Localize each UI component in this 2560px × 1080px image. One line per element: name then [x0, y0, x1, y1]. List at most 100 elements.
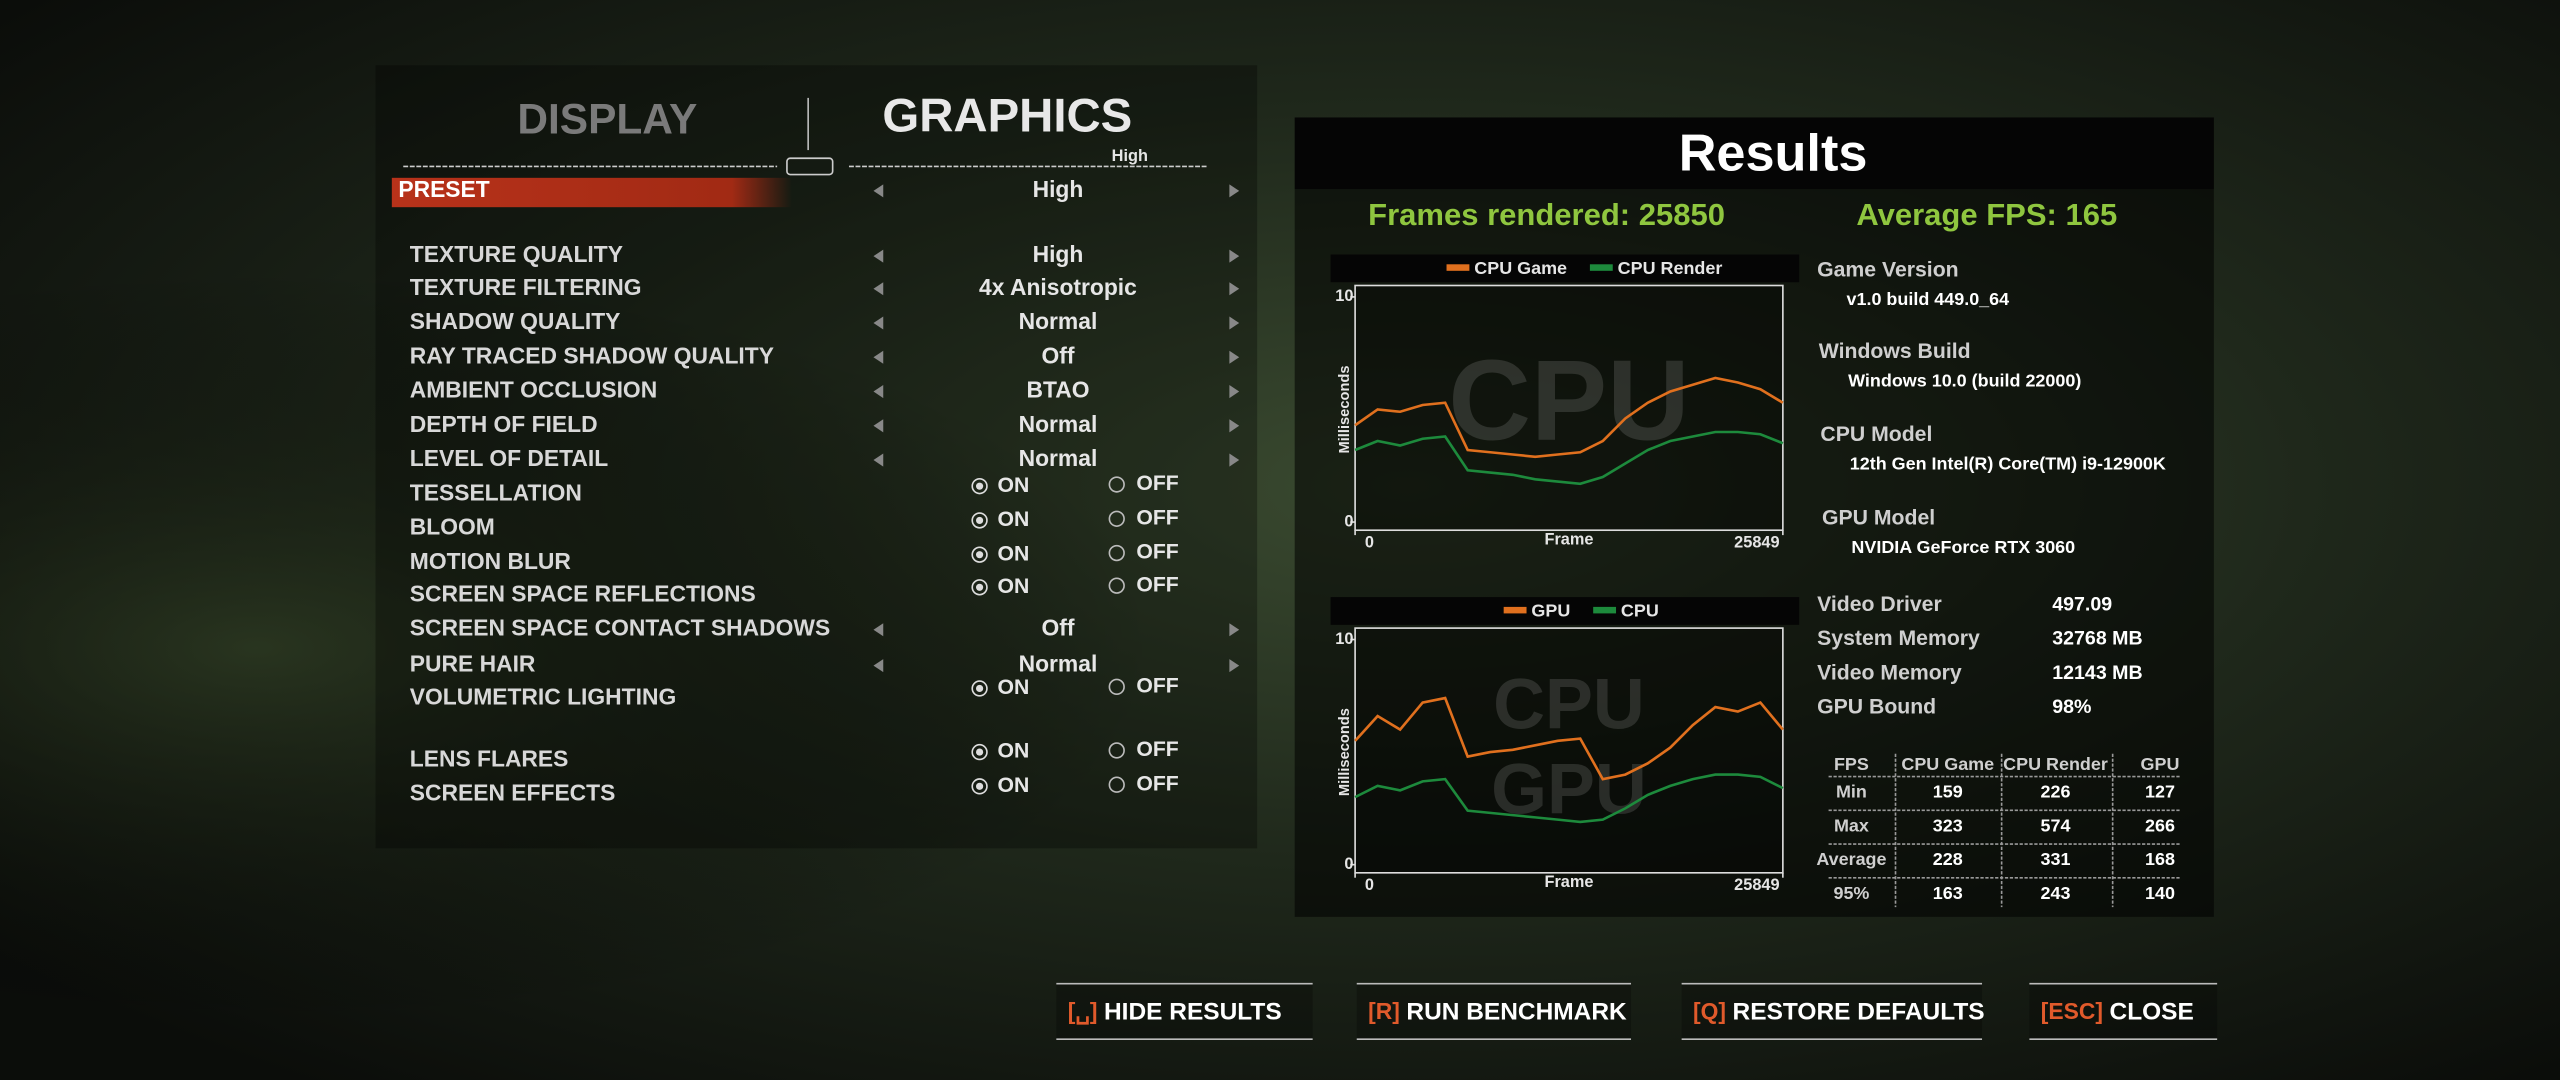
setting-value: 4x Anisotropic	[979, 274, 1137, 300]
radio-on[interactable]	[971, 680, 988, 697]
setting-value: High	[1033, 241, 1084, 267]
setting-value: Normal	[1019, 308, 1098, 334]
arrow-left[interactable]	[873, 249, 884, 263]
series-line	[1354, 696, 1784, 781]
setting-value: Normal	[1019, 411, 1098, 437]
table-cell: Min	[1836, 782, 1867, 802]
radio-on[interactable]	[971, 478, 988, 495]
tab-display[interactable]: DISPLAY	[517, 96, 697, 143]
arrow-right[interactable]	[1229, 659, 1240, 673]
radio-on[interactable]	[971, 743, 988, 761]
arrow-left[interactable]	[873, 659, 884, 673]
chart-watermark: GPU	[1491, 749, 1647, 829]
tab-graphics[interactable]: GRAPHICS	[882, 90, 1132, 143]
button[interactable]	[1056, 983, 1313, 1040]
radio-off[interactable]	[1108, 577, 1125, 594]
stat-value: 32768 MB	[2052, 628, 2142, 650]
arrow-right[interactable]	[1229, 316, 1240, 330]
series-line	[1354, 430, 1784, 486]
radio-off-label: OFF	[1136, 674, 1178, 697]
radio-off[interactable]	[1108, 678, 1125, 695]
setting-value: Off	[1041, 615, 1074, 641]
radio-off[interactable]	[1108, 510, 1125, 527]
radio-on-dot	[976, 583, 984, 591]
x-tick-label: 25849	[1734, 876, 1779, 894]
radio-off[interactable]	[1108, 544, 1125, 562]
setting-label: TEXTURE FILTERING	[410, 274, 642, 300]
arrow-left[interactable]	[873, 453, 884, 467]
setting-label: TESSELLATION	[410, 479, 582, 505]
arrow-right[interactable]	[1229, 249, 1240, 263]
y-tick-label: 0	[1344, 855, 1353, 873]
chart-watermark: CPU	[1493, 665, 1645, 745]
legend-swatch	[1503, 606, 1527, 614]
radio-on-dot	[976, 516, 984, 525]
stat-value: 497.09	[2052, 593, 2112, 615]
radio-on[interactable]	[971, 512, 988, 529]
table-cell: 243	[2041, 883, 2071, 903]
setting-value: Normal	[1019, 445, 1098, 471]
table-cell: 127	[2145, 782, 2175, 802]
results-header	[1294, 117, 2214, 190]
button-label: HIDE RESULTS	[1104, 999, 1282, 1026]
radio-on-dot	[976, 782, 984, 790]
radio-off-label: OFF	[1136, 472, 1178, 495]
button[interactable]	[1681, 983, 1983, 1040]
table-cell: 140	[2145, 883, 2175, 903]
radio-off[interactable]	[1108, 776, 1125, 793]
legend-swatch	[1593, 606, 1617, 614]
x-tick-label: 25849	[1734, 534, 1779, 552]
radio-off-label: OFF	[1136, 506, 1178, 529]
setting-label: SHADOW QUALITY	[410, 308, 621, 334]
arrow-left[interactable]	[873, 282, 884, 296]
arrow-left[interactable]	[873, 419, 884, 433]
radio-on-dot	[976, 551, 984, 559]
arrow-right[interactable]	[1229, 184, 1240, 198]
setting-label: RAY TRACED SHADOW QUALITY	[410, 342, 774, 368]
radio-on[interactable]	[971, 778, 988, 795]
info-label: CPU Model	[1820, 423, 1932, 446]
arrow-left[interactable]	[873, 385, 884, 399]
table-header: FPS	[1834, 754, 1869, 774]
radio-on[interactable]	[971, 579, 988, 596]
setting-value: High	[1033, 176, 1084, 202]
radio-on[interactable]	[971, 546, 988, 563]
setting-label: PURE HAIR	[410, 651, 536, 677]
radio-on-label: ON	[998, 676, 1030, 699]
chart-frame	[1354, 627, 1784, 874]
info-label: Game Version	[1817, 258, 1958, 281]
average-fps: Average FPS: 165	[1856, 197, 2117, 232]
legend-swatch	[1589, 264, 1613, 271]
info-value: v1.0 build 449.0_64	[1847, 289, 2010, 309]
radio-off-label: OFF	[1136, 772, 1178, 795]
radio-off[interactable]	[1108, 742, 1125, 759]
setting-label: VOLUMETRIC LIGHTING	[410, 683, 676, 709]
legend-label: CPU	[1621, 601, 1659, 621]
arrow-left[interactable]	[873, 316, 884, 330]
results-title: Results	[1679, 124, 1868, 182]
arrow-right[interactable]	[1229, 385, 1240, 399]
arrow-left[interactable]	[873, 623, 884, 637]
setting-label: SCREEN SPACE REFLECTIONS	[410, 581, 756, 607]
chart-frame	[1354, 284, 1784, 532]
setting-label: LEVEL OF DETAIL	[410, 445, 608, 471]
arrow-right[interactable]	[1229, 282, 1240, 296]
button-label: RUN BENCHMARK	[1406, 999, 1627, 1026]
x-axis-label: Frame	[1544, 873, 1593, 891]
stat-value: 12143 MB	[2052, 662, 2142, 684]
radio-off[interactable]	[1108, 476, 1125, 493]
table-cell: 323	[1933, 815, 1963, 835]
arrow-right[interactable]	[1229, 453, 1240, 467]
arrow-left[interactable]	[873, 350, 884, 364]
arrow-right[interactable]	[1229, 350, 1240, 364]
button[interactable]	[2029, 983, 2218, 1040]
button[interactable]	[1356, 983, 1632, 1040]
table-cell: 159	[1933, 782, 1963, 802]
table-cell: 226	[2041, 782, 2071, 802]
info-value: Windows 10.0 (build 22000)	[1848, 370, 2081, 390]
arrow-left[interactable]	[873, 184, 884, 198]
arrow-right[interactable]	[1229, 419, 1240, 433]
logo	[786, 157, 834, 176]
arrow-right[interactable]	[1229, 623, 1240, 637]
